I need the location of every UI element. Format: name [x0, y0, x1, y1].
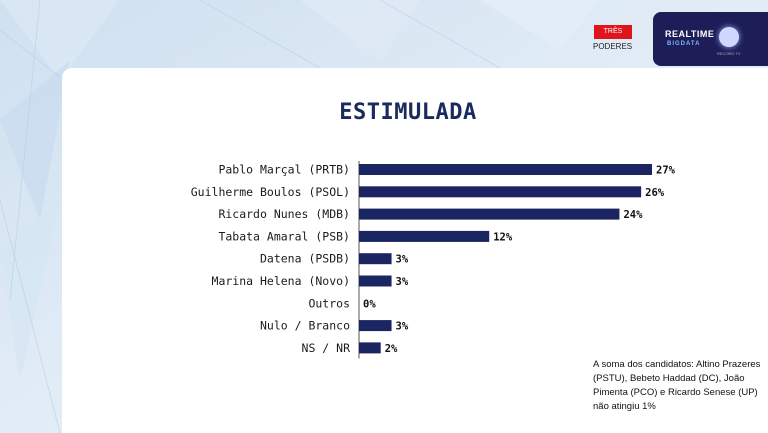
value-label: 24%: [623, 209, 643, 221]
bigdata-label: BIGDATA: [667, 41, 701, 47]
bar: [359, 230, 490, 242]
value-label: 27%: [656, 165, 676, 177]
value-label: 0%: [363, 298, 376, 310]
realtime-label: REALTIME: [665, 29, 715, 39]
realtime-bigdata-logo: REALTIME BIGDATA RECORD TV: [653, 12, 768, 66]
category-label: Ricardo Nunes (MDB): [218, 207, 350, 221]
category-label: Marina Helena (Novo): [212, 274, 350, 288]
tres-poderes-logo-text: PODERES: [593, 42, 633, 51]
bar: [359, 164, 652, 175]
bar: [359, 342, 381, 354]
category-label: Pablo Marçal (PRTB): [218, 163, 350, 177]
bar: [359, 275, 392, 287]
category-label: Outros: [308, 296, 350, 310]
category-label: Datena (PSDB): [260, 252, 350, 266]
bar: [359, 253, 392, 265]
chart-title: ESTIMULADA: [339, 100, 477, 125]
category-label: NS / NR: [302, 341, 351, 355]
bar: [359, 208, 620, 220]
value-label: 12%: [493, 231, 513, 243]
category-label: Tabata Amaral (PSB): [218, 229, 350, 243]
bar: [359, 320, 392, 332]
tres-poderes-logo-tag: TRÊS: [594, 25, 632, 39]
value-label: 3%: [396, 321, 409, 333]
chart-card: [62, 68, 768, 433]
value-label: 2%: [385, 343, 398, 355]
value-label: 26%: [645, 187, 665, 199]
value-label: 3%: [396, 254, 409, 266]
record-label: RECORD TV: [717, 51, 741, 56]
value-label: 3%: [396, 276, 409, 288]
bar: [359, 186, 642, 198]
category-label: Nulo / Branco: [260, 319, 350, 333]
category-label: Guilherme Boulos (PSOL): [191, 185, 350, 199]
record-logo-icon: [719, 27, 739, 47]
footnote: A soma dos candidatos: Altino Prazeres (…: [593, 359, 761, 412]
